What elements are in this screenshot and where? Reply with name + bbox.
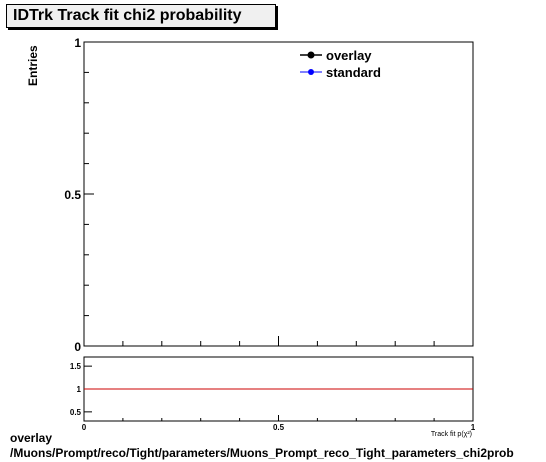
title-box: IDTrk Track fit chi2 probability (6, 4, 276, 28)
footer-line-2: /Muons/Prompt/reco/Tight/parameters/Muon… (10, 446, 514, 460)
footer-line-1: overlay (10, 431, 53, 445)
legend: overlay standard (300, 48, 381, 80)
ratio-x-tick-label: 0.5 (273, 423, 285, 432)
ratio-y-tick-label: 0.5 (70, 408, 82, 417)
ratio-axis-ticks: 0.511.50 0.5 1 (70, 362, 476, 432)
y-tick-label: 0.5 (64, 188, 81, 202)
x-axis-label: Track fit p(χ²) (431, 431, 472, 438)
ratio-y-tick-label: 1 (77, 385, 82, 394)
chart-title: IDTrk Track fit chi2 probability (13, 7, 242, 24)
legend-label-overlay: overlay (326, 48, 372, 63)
y-tick-label: 0 (74, 340, 81, 354)
main-axis-ticks: 00.51 (64, 36, 474, 354)
y-axis-label: Entries (26, 45, 40, 86)
legend-marker-standard (308, 69, 314, 75)
ratio-x-tick-label: 0 (82, 423, 87, 432)
ratio-x-tick-label: 1 (471, 423, 476, 432)
y-tick-label: 1 (74, 36, 81, 50)
main-plot-frame (83, 41, 474, 347)
legend-marker-overlay (307, 51, 315, 59)
ratio-y-tick-label: 1.5 (70, 362, 82, 371)
legend-label-standard: standard (326, 65, 381, 80)
